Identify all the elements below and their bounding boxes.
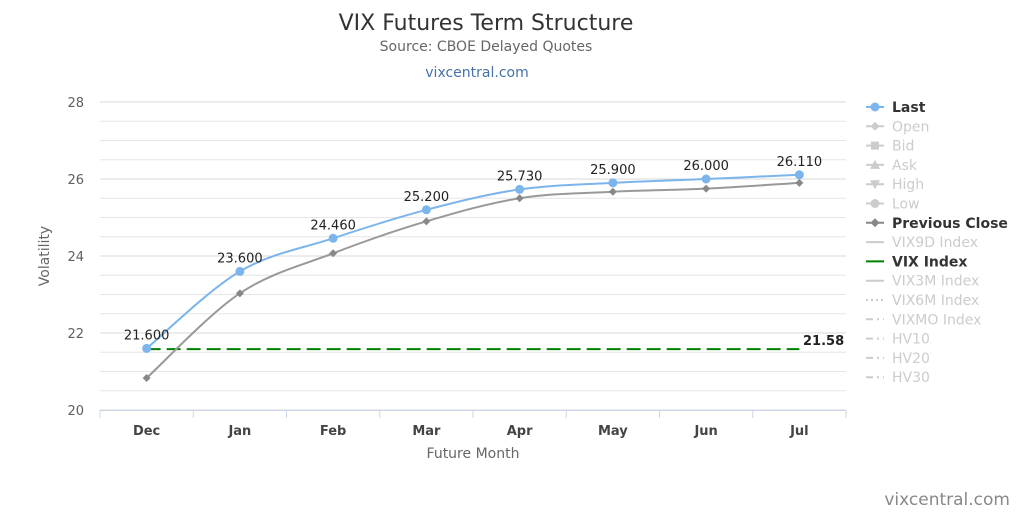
vix-index-label: 21.58 [803,334,844,349]
legend-item[interactable]: Ask [866,158,918,174]
legend-label: Previous Close [892,216,1008,232]
previous-close-point [235,289,244,298]
x-tick-label: Apr [507,424,533,439]
last-data-label: 26.110 [777,155,823,170]
legend-marker-icon [870,121,880,131]
y-tick-label: 24 [67,250,84,265]
legend-item[interactable]: VIX9D Index [866,235,978,251]
x-tick-label: Feb [320,424,346,439]
legend-item[interactable]: Previous Close [866,216,1008,232]
last-data-label: 26.000 [683,159,729,174]
previous-close-point [422,217,431,226]
last-point [794,170,804,180]
source-link[interactable]: vixcentral.com [425,65,528,81]
last-data-label: 24.460 [310,218,356,233]
legend-marker-icon [871,141,879,150]
legend-marker-icon [870,218,880,228]
credit-text[interactable]: vixcentral.com [884,490,1010,510]
last-point [235,266,245,276]
previous-close-point [142,374,151,383]
legend-label: VIX6M Index [892,293,979,309]
x-tick-label: Jun [693,424,717,439]
chart-title: VIX Futures Term Structure [339,11,634,36]
previous-close-point [329,249,338,258]
legend-label: Ask [892,158,918,174]
legend-item[interactable]: Low [866,197,920,213]
x-tick-label: Mar [412,424,441,439]
legend-item[interactable]: HV10 [866,332,930,348]
previous-close-point [608,187,617,196]
last-data-label: 21.600 [124,328,170,343]
legend-item[interactable]: Bid [866,139,914,155]
last-point [515,184,525,194]
y-axis: 20 22 24 26 28 [67,96,84,419]
previous-close-point [795,178,804,187]
legend-label: Bid [892,139,914,155]
legend: Last Open Bid Ask High Low Previous Close VIX9D… [866,100,1008,386]
previous-close-point [702,184,711,193]
legend-marker-icon [870,102,880,112]
x-tick-label: Jul [789,424,809,439]
x-axis-title: Future Month [427,446,520,462]
legend-label: HV10 [892,332,930,348]
legend-item[interactable]: HV30 [866,370,930,386]
previous-close-point [515,194,524,203]
legend-marker-icon [870,199,880,208]
legend-item[interactable]: High [866,177,924,193]
y-tick-label: 26 [67,173,84,188]
legend-item[interactable]: VIX3M Index [866,274,979,290]
legend-label: VIX9D Index [892,235,978,251]
last-point [701,174,711,184]
legend-label: Low [892,197,920,213]
legend-label: HV20 [892,351,930,367]
legend-label: HV30 [892,370,930,386]
last-point [142,343,152,353]
x-tick-label: May [598,424,628,439]
last-point [421,205,431,215]
y-tick-label: 20 [67,404,84,419]
last-point [608,178,618,188]
plot-gridlines [100,101,846,411]
x-axis: Dec Jan Feb Mar Apr May Jun Jul [99,410,847,439]
y-axis-title: Volatility [37,226,53,286]
legend-marker-icon [870,180,880,190]
last-data-label: 25.730 [497,169,543,184]
series-layer: 21.58 21.600 23.600 24.460 25.200 25.730 25.90… [124,155,844,383]
legend-item[interactable]: HV20 [866,351,930,367]
legend-label: VIXMO Index [892,312,981,328]
legend-marker-icon [870,159,880,169]
legend-item[interactable]: Open [866,119,929,135]
last-data-label: 23.600 [217,251,263,266]
legend-label: Last [892,100,926,116]
legend-label: VIX Index [892,254,967,270]
legend-label: VIX3M Index [892,274,979,290]
legend-label: Open [892,119,929,135]
chart-subtitle: Source: CBOE Delayed Quotes [380,39,593,55]
legend-item[interactable]: VIX6M Index [866,293,979,309]
legend-label: High [892,177,924,193]
last-data-label: 25.900 [590,163,636,178]
legend-item[interactable]: Last [866,100,926,116]
y-tick-label: 28 [67,96,84,111]
legend-item[interactable]: VIX Index [866,254,967,270]
last-data-label: 25.200 [404,190,450,205]
x-tick-label: Dec [133,424,160,439]
x-tick-label: Jan [227,424,251,439]
last-point [328,233,338,243]
legend-item[interactable]: VIXMO Index [866,312,981,328]
y-tick-label: 22 [67,327,84,342]
